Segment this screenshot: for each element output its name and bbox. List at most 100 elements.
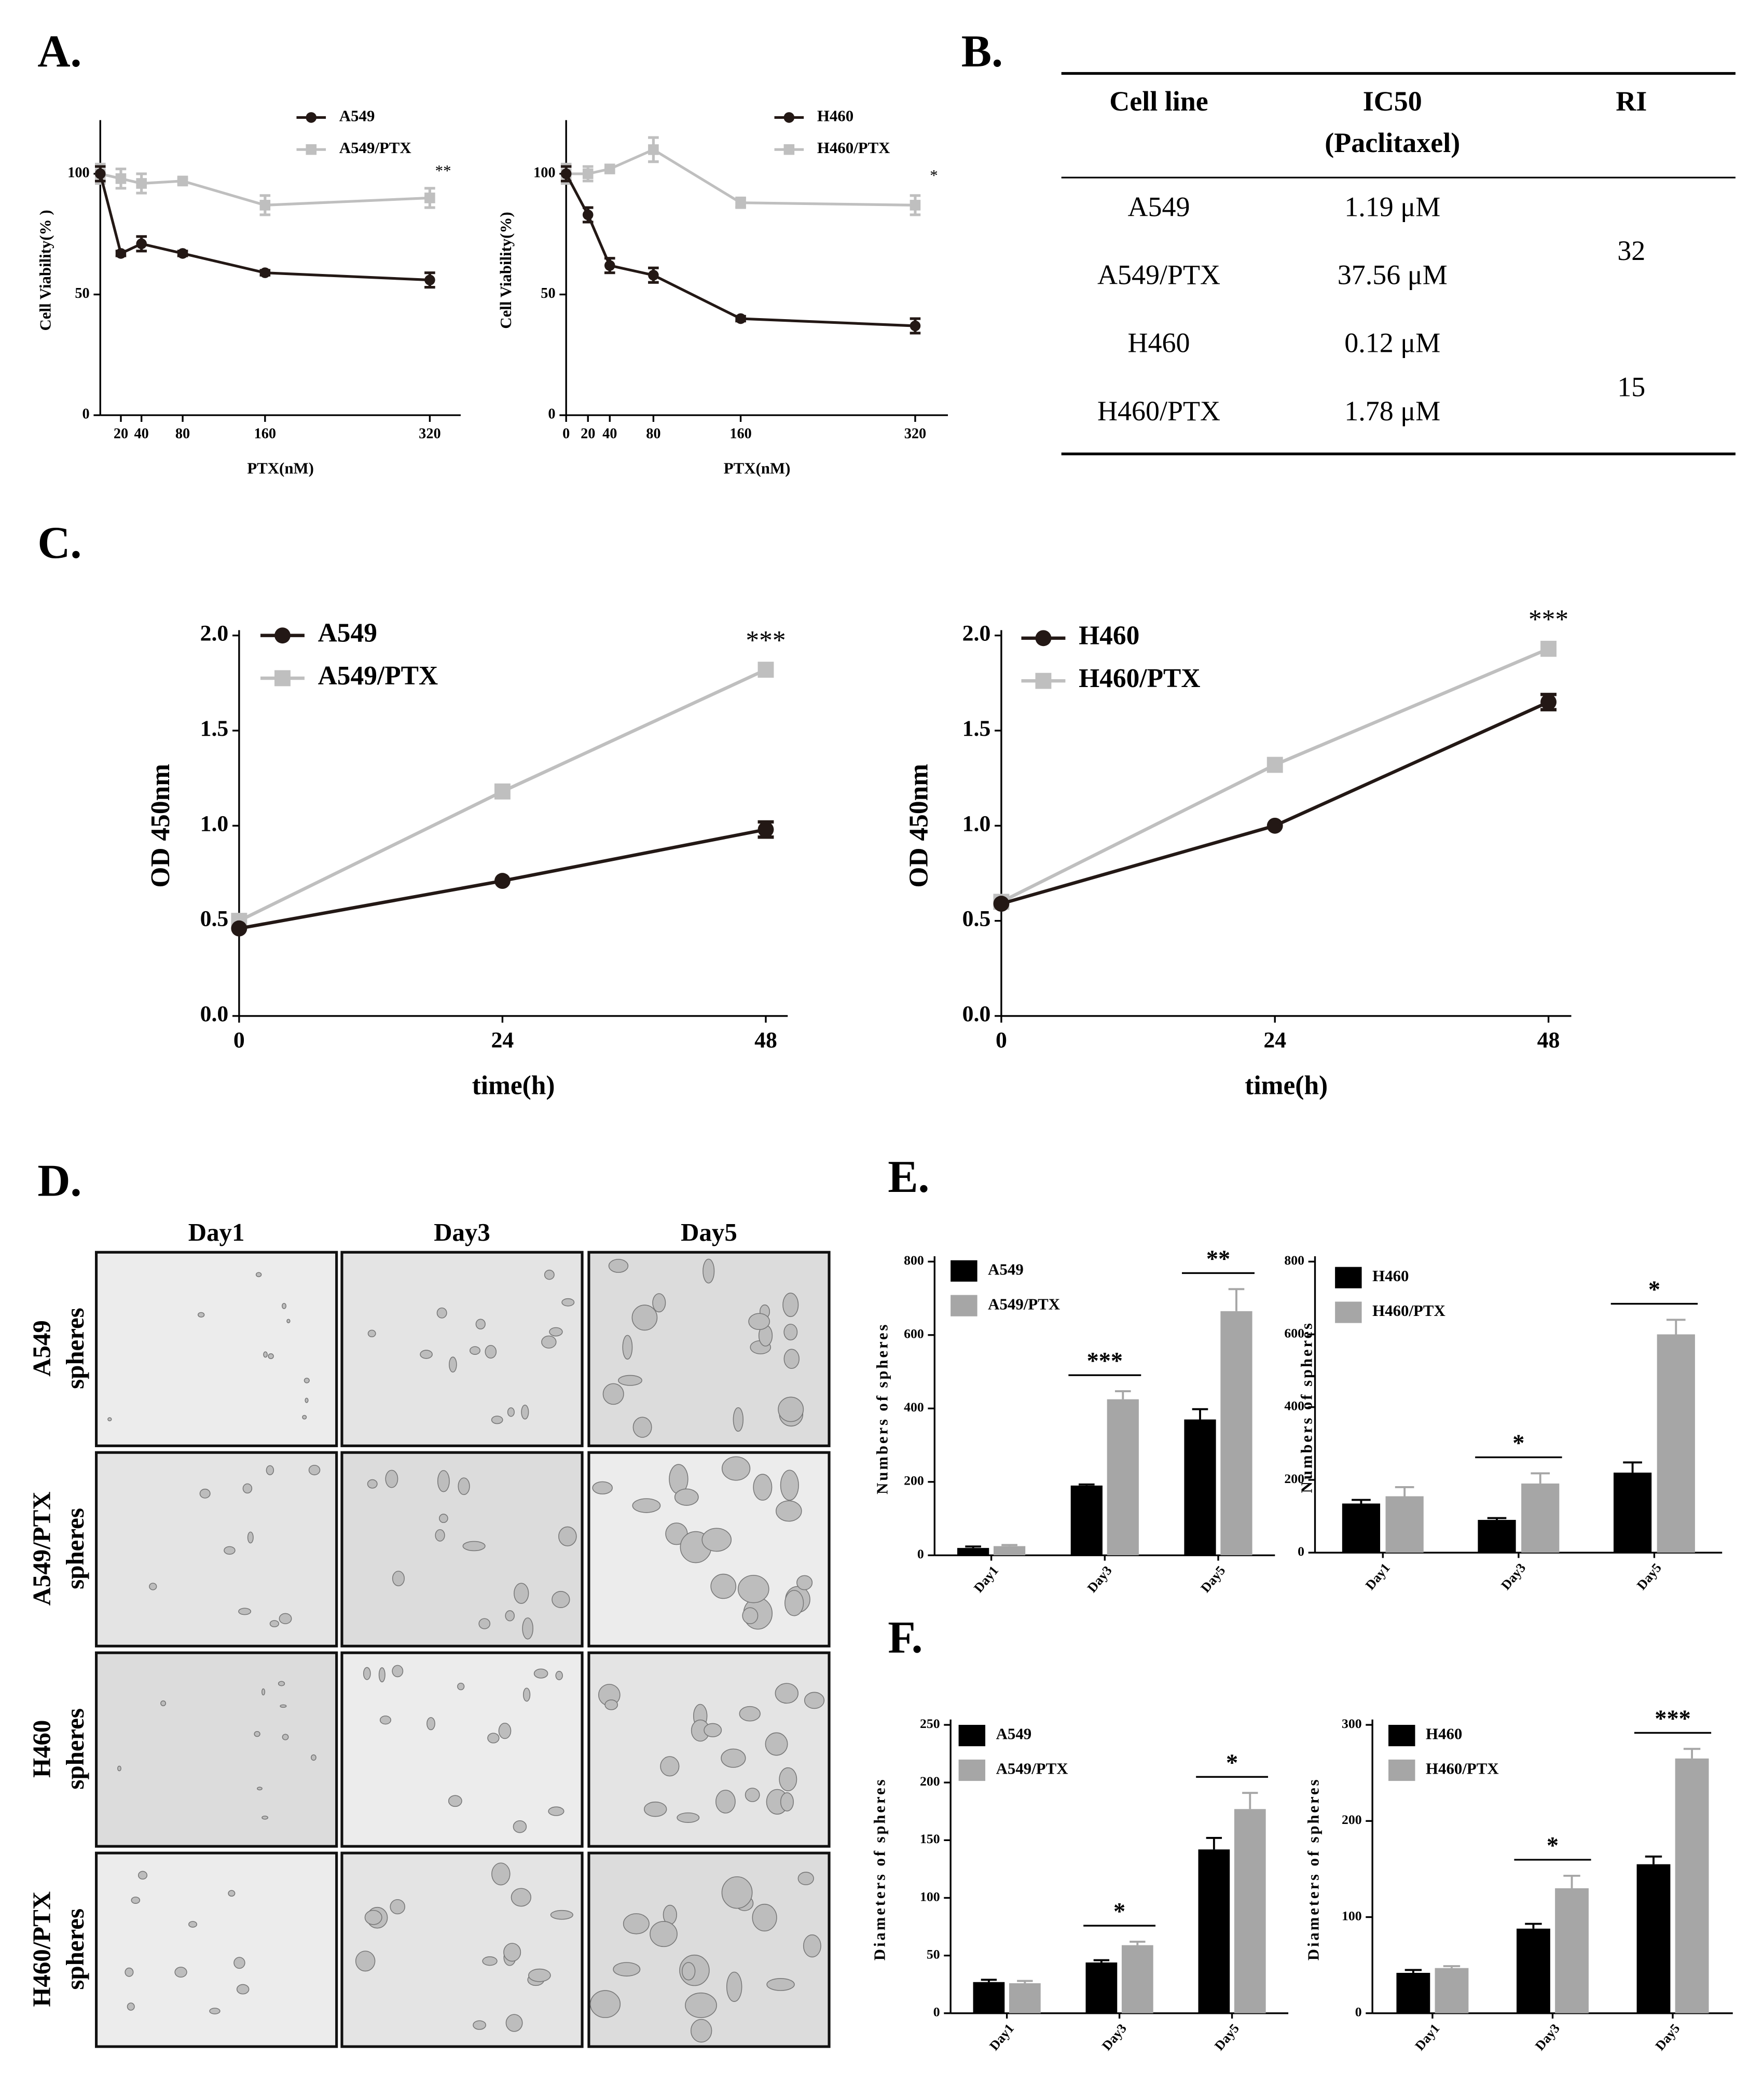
table-header: IC50 (1363, 86, 1422, 117)
marker (494, 783, 511, 800)
marker (115, 248, 127, 259)
error-bar (1395, 1486, 1414, 1497)
y-axis-label: Diameters of spheres (1304, 1778, 1323, 1961)
sphere-blob (632, 1417, 652, 1438)
sphere-blob (507, 1407, 515, 1417)
y-tick-label: 50 (541, 285, 555, 301)
y-tick-label: 0.5 (200, 907, 229, 931)
sphere-blob (742, 1607, 759, 1624)
sphere-blob (269, 1620, 279, 1627)
sphere-blob (379, 1715, 392, 1725)
marker (582, 209, 594, 221)
sphere-blob (632, 1498, 661, 1513)
sphere-blob (522, 1617, 533, 1640)
y-tick-label: 200 (1342, 1812, 1362, 1827)
sphere-blob (775, 1683, 799, 1704)
bar (1234, 1809, 1266, 2013)
legend-swatch (958, 1725, 986, 1747)
sphere-blob (528, 1968, 551, 1982)
sphere-blob (650, 1921, 678, 1947)
legend-swatch (1335, 1301, 1362, 1323)
table-header: Cell line (1109, 86, 1208, 117)
sphere-blob (278, 1681, 285, 1686)
panel-label: C. (37, 517, 81, 568)
micrograph (587, 1651, 831, 1848)
legend-label: H460 (817, 106, 853, 125)
bar (1107, 1399, 1139, 1556)
marker (735, 313, 746, 324)
sphere-blob (715, 1790, 736, 1814)
sphere-blob (782, 1293, 799, 1317)
legend-swatch (1335, 1267, 1362, 1288)
y-tick-label: 2.0 (200, 621, 229, 646)
error-bar (1623, 1461, 1642, 1473)
x-tick-label: 48 (1537, 1027, 1560, 1052)
panel-label: F. (888, 1612, 922, 1663)
sphere-blob (677, 1812, 700, 1823)
legend-label: A549/PTX (988, 1295, 1060, 1313)
table-header: RI (1616, 86, 1647, 117)
panel-label: B. (961, 26, 1003, 76)
error-bar (1525, 1923, 1542, 1929)
sphere-blob (174, 1967, 187, 1978)
sphere-blob (674, 1488, 699, 1506)
y-axis-label: OD 450nm (146, 764, 175, 888)
bar (1121, 1945, 1153, 2013)
x-tick-label: 0 (233, 1027, 245, 1052)
sphere-blob (242, 1483, 253, 1494)
ic50-table: Cell line IC50 (Paclitaxel) RI A549 1.19… (1061, 72, 1736, 456)
sphere-blob (255, 1272, 262, 1278)
sphere-blob (469, 1346, 480, 1355)
table-cell: 32 (1617, 235, 1645, 266)
legend-label: H460 (1079, 621, 1139, 651)
marker (1266, 757, 1283, 773)
sphere-blob (247, 1531, 254, 1544)
significance: * (1113, 1899, 1125, 1925)
sphere-blob (558, 1526, 577, 1546)
micrograph (94, 1451, 338, 1648)
y-tick-label: 400 (904, 1399, 924, 1415)
sphere-blob (304, 1378, 310, 1383)
marker (993, 896, 1010, 912)
sphere-blob (286, 1319, 291, 1324)
sphere-blob (462, 1541, 486, 1552)
sphere-blob (701, 1528, 732, 1552)
marker (648, 270, 659, 281)
sphere-blob (478, 1618, 491, 1629)
bar (1184, 1419, 1216, 1556)
sphere-blob (555, 1671, 563, 1680)
sphere-blob (160, 1700, 167, 1707)
sphere-blob (367, 1329, 376, 1338)
sphere-blob (491, 1416, 503, 1424)
sphere-blob (392, 1571, 405, 1586)
y-tick-label: 0 (82, 406, 90, 422)
x-tick-label: 320 (419, 426, 440, 442)
bar (973, 1982, 1005, 2013)
x-tick-label: Day5 (1197, 1563, 1228, 1595)
x-tick-label: Day3 (1099, 2021, 1130, 2053)
sphere-blob (552, 1591, 570, 1608)
row-label: spheres (61, 1308, 89, 1389)
micrograph (340, 1851, 584, 2048)
x-tick-label: Day1 (986, 2021, 1017, 2053)
bar (1220, 1311, 1252, 1556)
y-tick-label: 50 (927, 1947, 940, 1962)
legend-swatch (1388, 1725, 1415, 1747)
y-tick-label: 800 (904, 1253, 924, 1268)
significance: * (930, 166, 938, 184)
error-bar (965, 1545, 981, 1548)
x-tick-label: Day5 (1634, 1560, 1664, 1593)
y-axis-label: OD 450nm (904, 764, 933, 888)
y-axis-label: Diameters of spheres (870, 1778, 888, 1961)
significance: * (1226, 1750, 1238, 1776)
y-tick-label: 600 (904, 1326, 924, 1341)
y-tick-label: 400 (1284, 1398, 1304, 1413)
legend-swatch (951, 1295, 977, 1316)
row-label: spheres (61, 1708, 89, 1790)
sphere-blob (308, 1464, 321, 1476)
y-tick-label: 200 (904, 1473, 924, 1488)
y-tick-label: 0 (1355, 2005, 1362, 2020)
sphere-blob (513, 1820, 527, 1833)
x-tick-label: 80 (175, 426, 190, 442)
error-bar (1563, 1874, 1580, 1888)
